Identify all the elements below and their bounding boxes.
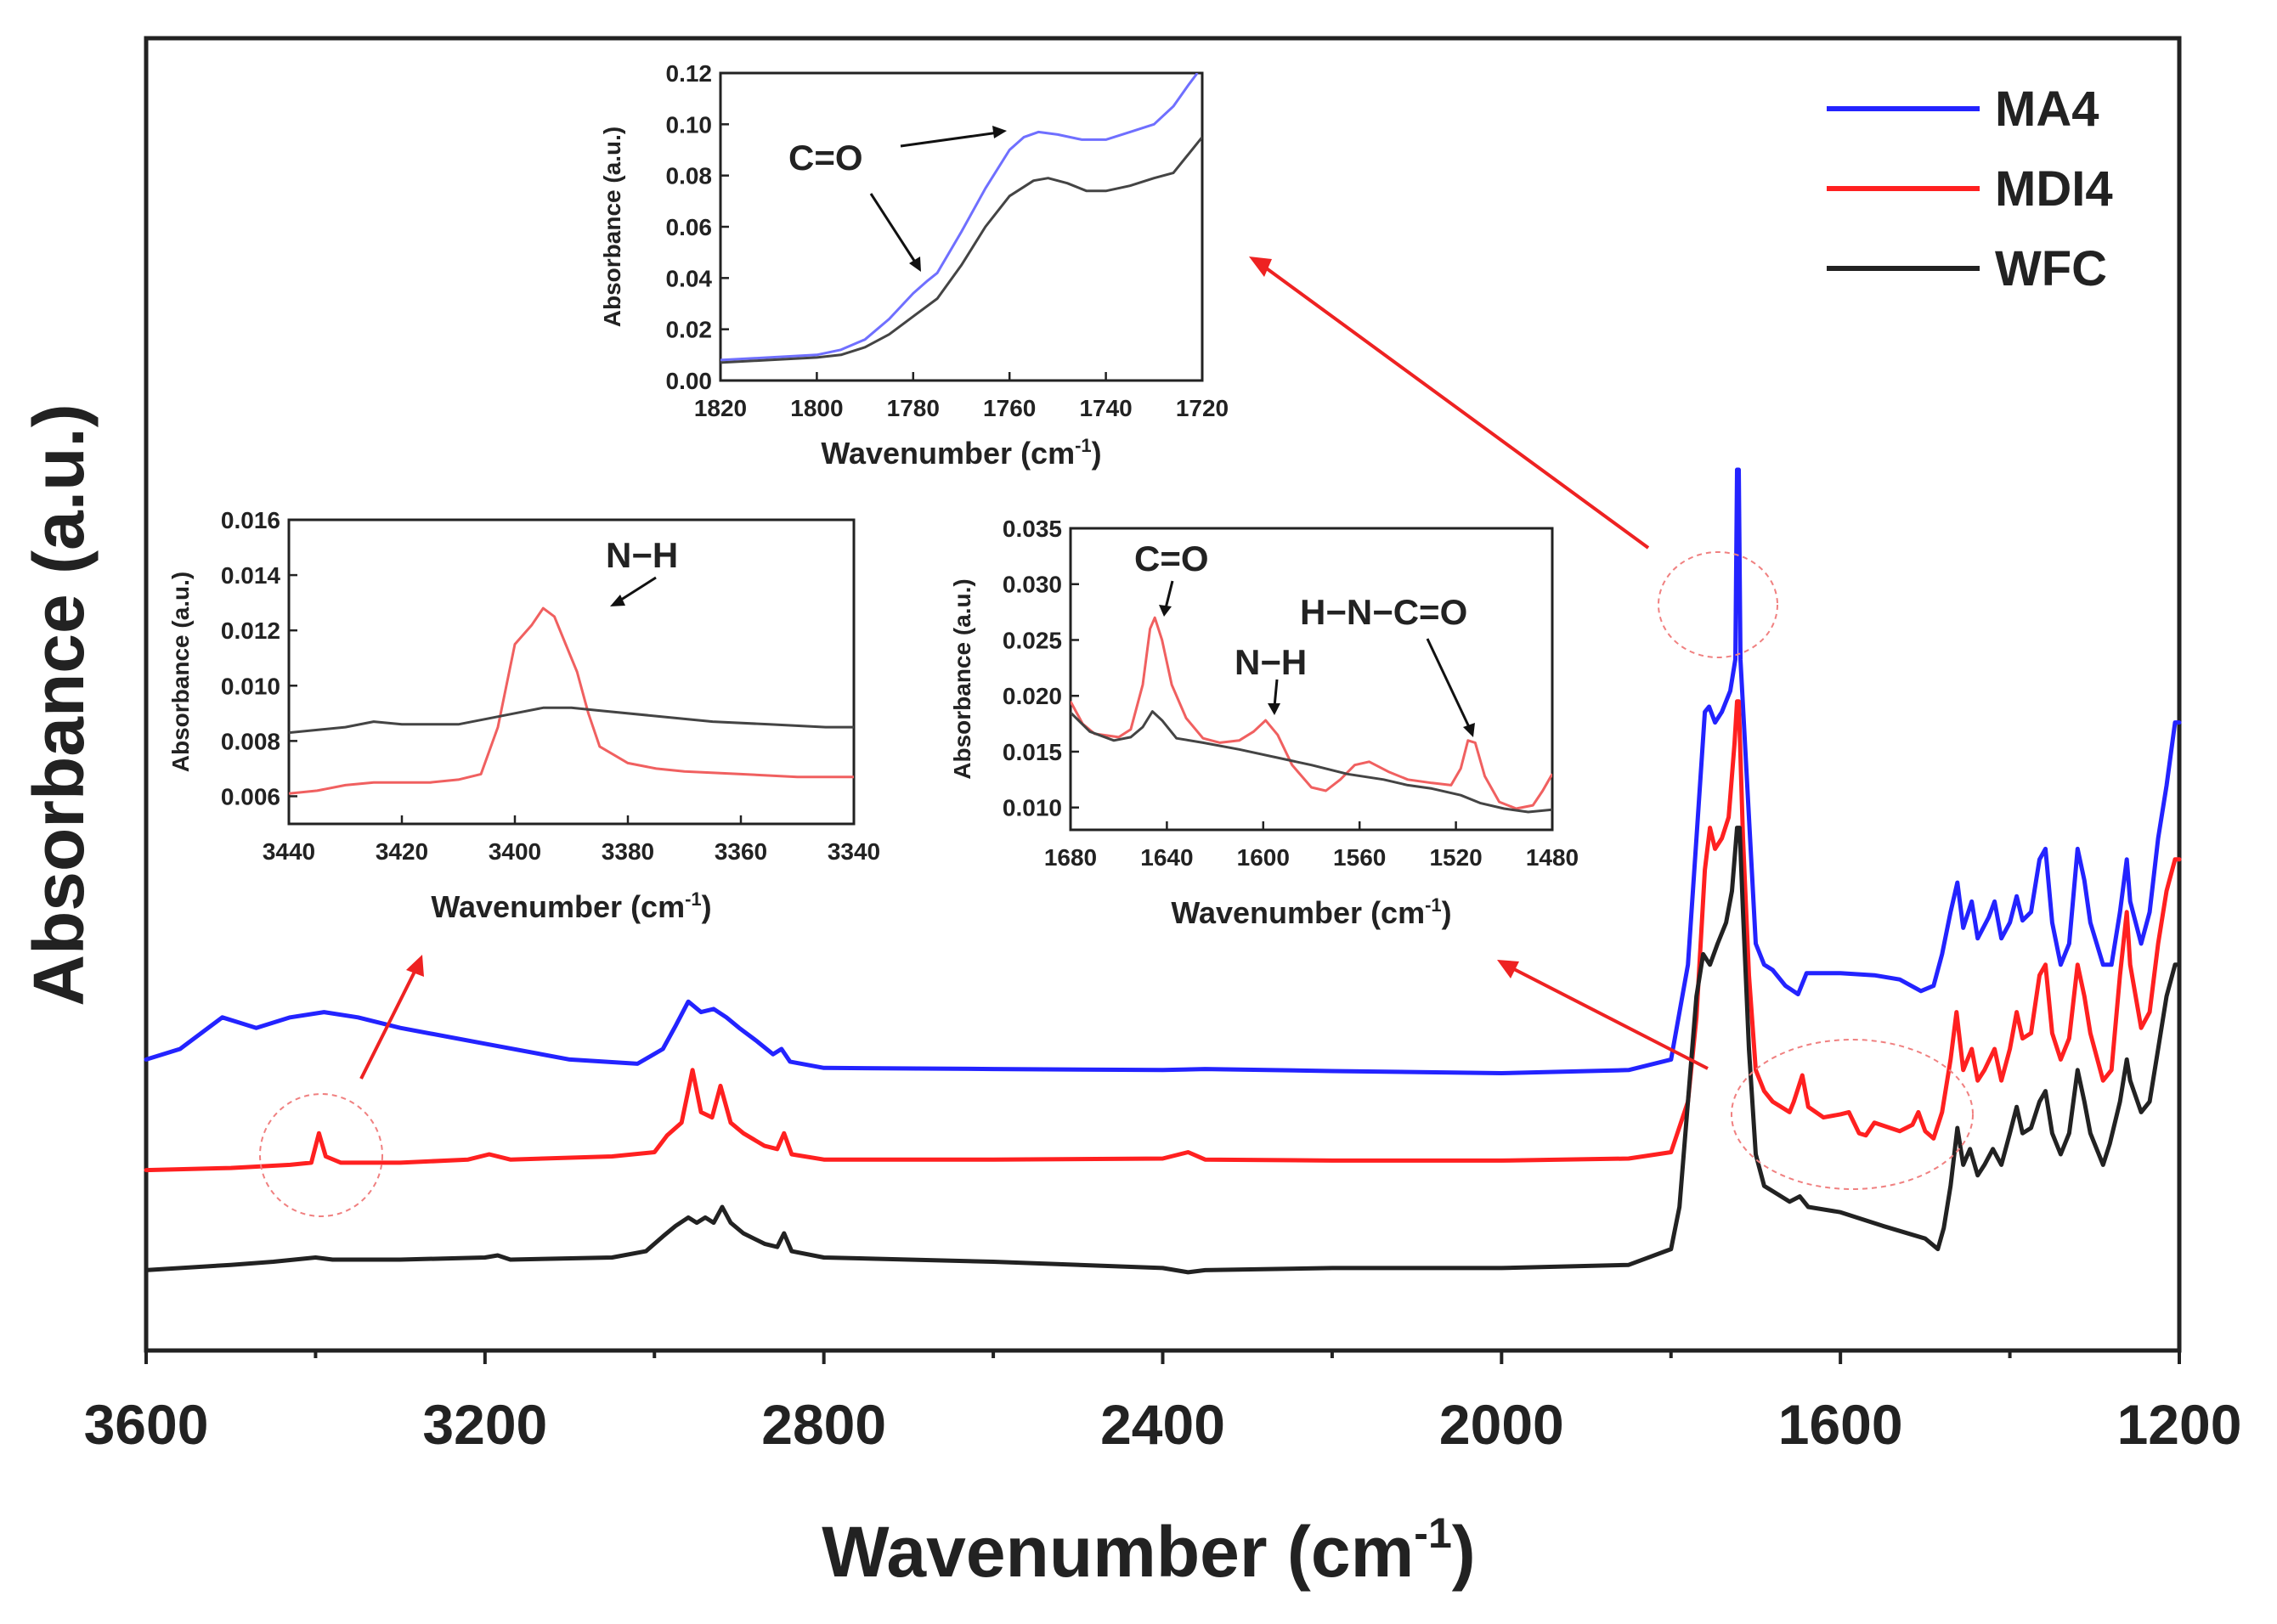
inset-x-tick-label: 3400	[489, 838, 541, 865]
red-arrow-head	[1497, 960, 1519, 978]
inset-y-tick-label: 0.012	[221, 617, 280, 644]
inset-series-line-mdi4	[289, 606, 854, 795]
inset-frame	[719, 71, 1204, 382]
inset-y-tick-label: 0.10	[666, 111, 713, 138]
co-region-circle	[1658, 551, 1778, 658]
main-x-tick-label: 2800	[761, 1393, 886, 1456]
co-arrow-top-b	[869, 193, 918, 264]
inset-top-co-label: C=O	[788, 138, 863, 178]
fingerprint-region-circle	[1731, 1039, 1974, 1190]
inset-x-axis-title: Wavenumber (cm-1)	[431, 888, 711, 924]
main-x-axis: 3600 3200 2800 2400 2000 1600 1200	[84, 1351, 2242, 1456]
legend-label-ma4: MA4	[1995, 82, 2099, 137]
series-line-ma4	[144, 467, 2182, 1075]
inset-chart-mid: 1680 1640 1600 1560 1520 1480 0.010 0.015 0.020 0…	[949, 516, 1579, 930]
red-arrow-head	[406, 955, 424, 977]
inset-frame	[287, 518, 856, 826]
main-series-group	[144, 467, 2182, 1275]
inset-x-tick-label: 1780	[887, 395, 940, 421]
inset-y-tick-label: 0.010	[1003, 795, 1062, 821]
inset-x-tick-label: 1680	[1044, 844, 1097, 871]
inset-frame	[1069, 527, 1554, 832]
nh-region-circle	[259, 1093, 383, 1217]
main-x-tick-label: 1200	[2117, 1393, 2242, 1456]
inset-x-tick-label: 1600	[1237, 844, 1290, 871]
nh-arrow-left	[618, 576, 657, 603]
inset-y-tick-label: 0.08	[666, 163, 713, 189]
inset-left-nh-label: N−H	[606, 535, 678, 575]
inset-y-tick-label: 0.035	[1003, 516, 1062, 542]
inset-annotation-arrows	[610, 126, 1475, 737]
inset-y-tick-label: 0.12	[666, 60, 713, 87]
inset-y-tick-label: 0.00	[666, 368, 713, 394]
main-x-tick-label: 3600	[84, 1393, 209, 1456]
series-line-mdi4	[144, 699, 2182, 1173]
legend-label-wfc: WFC	[1995, 241, 2107, 296]
inset-x-tick-label: 1800	[790, 395, 843, 421]
inset-series-line-mdi4	[1071, 616, 1552, 810]
legend: MA4 MDI4 WFC	[1827, 82, 2113, 296]
inset-x-tick-label: 1720	[1176, 395, 1229, 421]
inset-mid-hnco-label: H−N−C=O	[1300, 592, 1467, 632]
co-arrow-top-a	[900, 131, 999, 148]
inset-mid-co-label: C=O	[1134, 539, 1209, 578]
main-x-axis-title: Wavenumber (cm-1)	[822, 1509, 1476, 1592]
inset-x-tick-label: 1560	[1333, 844, 1386, 871]
nh-arrow-mid	[1273, 679, 1279, 708]
co-arrow-mid	[1164, 580, 1174, 609]
red-arrow-head	[1249, 257, 1272, 277]
inset-y-tick-label: 0.006	[221, 783, 280, 809]
hnco-arrow-mid	[1426, 638, 1472, 730]
inset-y-tick-label: 0.010	[221, 673, 280, 699]
inset-x-tick-label: 1820	[694, 395, 747, 421]
inset-x-tick-label: 1640	[1140, 844, 1193, 871]
inset-x-tick-label: 3420	[376, 838, 428, 865]
inset-x-tick-label: 1740	[1079, 395, 1132, 421]
inset-mid-nh-label: N−H	[1235, 642, 1307, 682]
inset-series-line-wfc	[720, 136, 1202, 364]
series-line-wfc	[144, 826, 2182, 1275]
inset-x-tick-label: 1480	[1526, 844, 1579, 871]
red-arrow-to-top-inset	[1263, 265, 1650, 550]
inset-y-tick-label: 0.030	[1003, 572, 1062, 598]
inset-y-tick-label: 0.04	[666, 265, 713, 291]
inset-x-axis-title: Wavenumber (cm-1)	[821, 435, 1101, 471]
inset-x-axis-title: Wavenumber (cm-1)	[1171, 894, 1451, 930]
inset-x-tick-label: 3440	[263, 838, 315, 865]
inset-series-line-wfc	[289, 706, 854, 735]
red-arrow-to-left-inset	[359, 967, 418, 1080]
inset-y-tick-label: 0.016	[221, 507, 280, 533]
inset-y-tick-label: 0.025	[1003, 627, 1062, 653]
red-arrow-to-mid-inset	[1511, 967, 1709, 1070]
inset-x-tick-label: 3340	[828, 838, 880, 865]
main-x-tick-label: 3200	[422, 1393, 547, 1456]
main-x-tick-label: 1600	[1778, 1393, 1903, 1456]
inset-y-axis-title: Absorbance (a.u.)	[167, 572, 194, 772]
legend-label-mdi4: MDI4	[1995, 161, 2113, 217]
inset-series-line-wfc	[1071, 710, 1552, 814]
inset-y-tick-label: 0.014	[221, 562, 280, 589]
inset-x-tick-label: 1520	[1429, 844, 1482, 871]
main-x-tick-label: 2000	[1439, 1393, 1564, 1456]
inset-y-tick-label: 0.015	[1003, 739, 1062, 765]
inset-y-tick-label: 0.008	[221, 728, 280, 754]
inset-series-line-ma4	[720, 73, 1199, 362]
main-x-tick-label: 2400	[1100, 1393, 1225, 1456]
highlight-annotations	[259, 257, 1974, 1217]
inset-chart-top: 1820 1800 1780 1760 1740 1720 0.00 0.02 0.04 0.06…	[599, 60, 1229, 471]
inset-y-tick-label: 0.02	[666, 317, 713, 343]
inset-y-tick-label: 0.06	[666, 214, 713, 240]
inset-chart-left: 3440 3420 3400 3380 3360 3340 0.006 0.008 0.010 0…	[167, 507, 880, 924]
inset-x-tick-label: 3380	[602, 838, 654, 865]
inset-y-tick-label: 0.020	[1003, 683, 1062, 709]
inset-x-tick-label: 1760	[983, 395, 1036, 421]
inset-x-tick-label: 3360	[715, 838, 767, 865]
inset-y-axis-title: Absorbance (a.u.)	[949, 578, 975, 779]
main-y-axis-title: Absorbance (a.u.)	[19, 403, 99, 1006]
inset-y-axis-title: Absorbance (a.u.)	[599, 127, 625, 327]
